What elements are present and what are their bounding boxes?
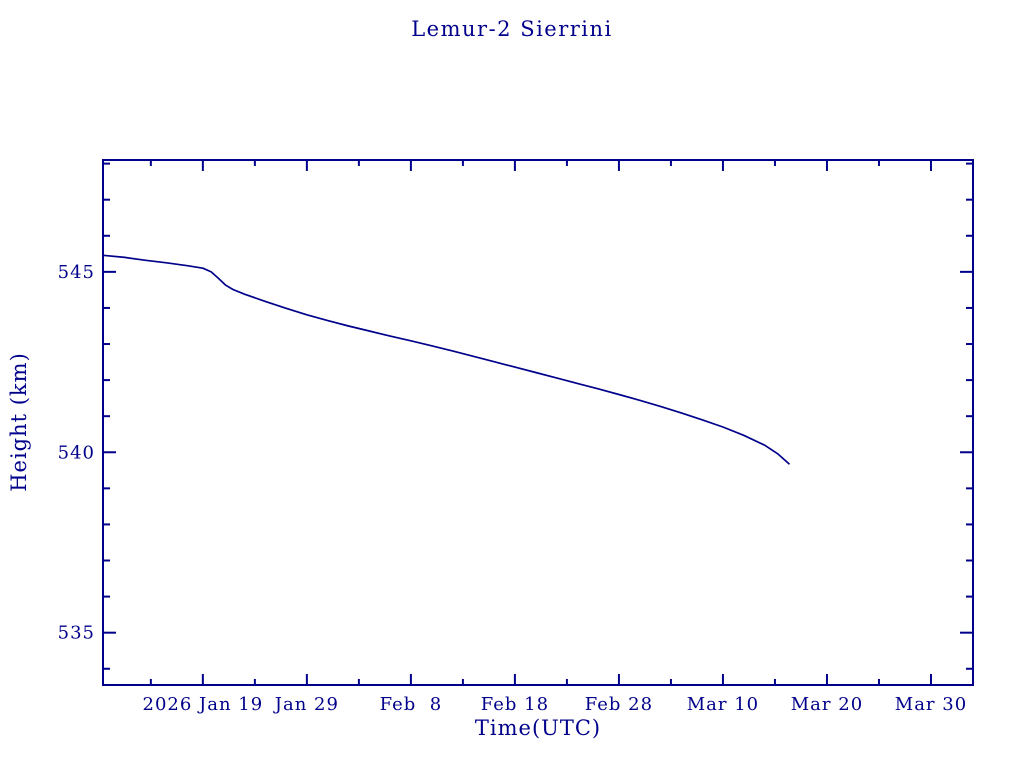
y-tick-label: 535	[58, 623, 95, 644]
x-tick-label: Mar 30	[895, 694, 967, 715]
x-tick-label: Mar 20	[791, 694, 863, 715]
x-tick-label: Feb 8	[380, 694, 443, 715]
x-tick-label: Jan 29	[273, 694, 339, 715]
y-tick-label: 545	[58, 262, 95, 283]
height-decay-line	[102, 254, 791, 465]
y-tick-label: 540	[58, 442, 95, 463]
x-tick-label: Feb 18	[481, 694, 549, 715]
plot-frame	[102, 159, 974, 686]
x-tick-label: Mar 10	[687, 694, 759, 715]
x-tick-label: 2026 Jan 19	[143, 694, 264, 715]
x-axis-label: Time(UTC)	[474, 716, 602, 740]
x-tick-label: Feb 28	[585, 694, 653, 715]
chart-title: Lemur-2 Sierrini	[411, 17, 613, 41]
